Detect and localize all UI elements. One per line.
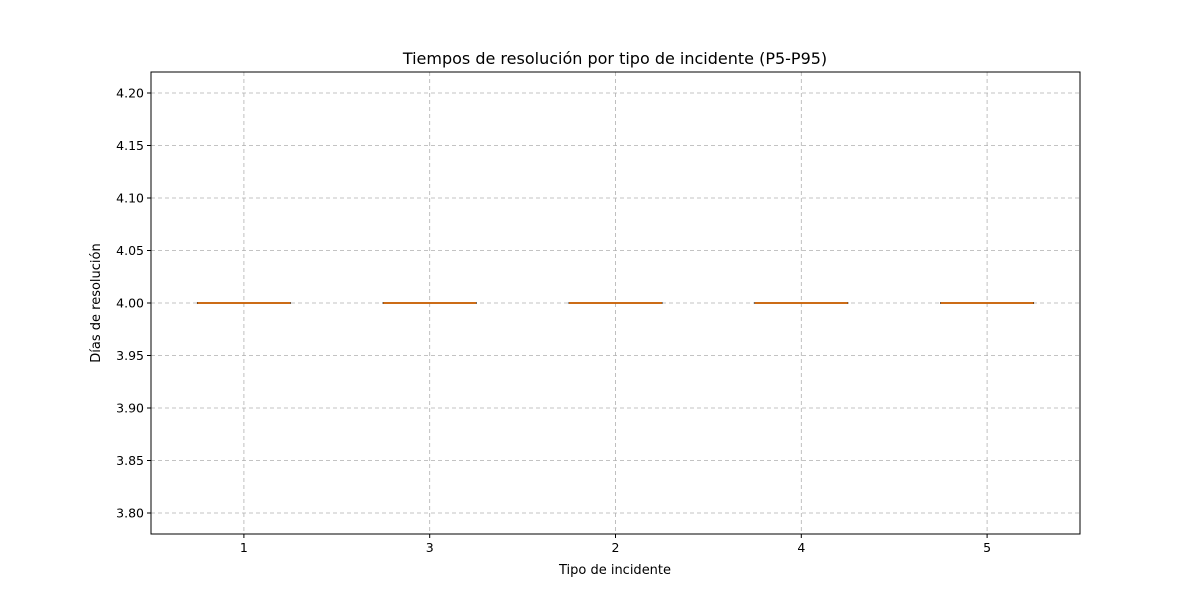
y-tick-label: 3.90 [116, 401, 144, 416]
box-3 [382, 302, 477, 304]
box-2 [568, 302, 663, 304]
y-axis-label: Días de resolución [89, 243, 104, 362]
x-axis-ticks: 1 3 2 4 5 [240, 534, 991, 555]
x-tick-label: 3 [426, 540, 434, 555]
box-5 [940, 302, 1035, 304]
y-tick-label: 4.20 [116, 86, 144, 101]
chart-title: Tiempos de resolución por tipo de incide… [402, 49, 827, 68]
y-tick-label: 3.80 [116, 506, 144, 521]
y-tick-label: 4.10 [116, 191, 144, 206]
x-tick-label: 5 [983, 540, 991, 555]
box-4 [754, 302, 849, 304]
y-tick-label: 4.05 [116, 243, 144, 258]
x-tick-label: 2 [612, 540, 620, 555]
y-tick-label: 3.95 [116, 348, 144, 363]
y-axis-ticks: 3.80 3.85 3.90 3.95 4.00 4.05 4.10 4.15 4.20 [116, 86, 151, 521]
box-1 [196, 302, 291, 304]
y-tick-label: 4.15 [116, 138, 144, 153]
y-tick-label: 3.85 [116, 453, 144, 468]
x-tick-label: 1 [240, 540, 248, 555]
box-layer [196, 302, 1035, 304]
y-tick-label: 4.00 [116, 296, 144, 311]
x-axis-label: Tipo de incidente [558, 563, 671, 578]
x-tick-label: 4 [797, 540, 805, 555]
